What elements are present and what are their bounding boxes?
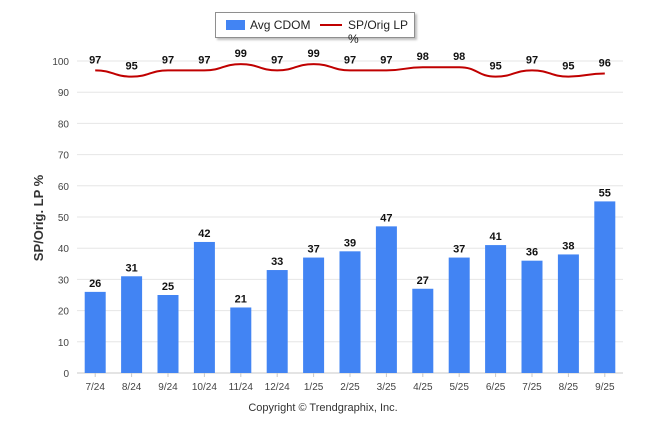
x-tick-label: 8/24 (122, 382, 142, 393)
line-path (95, 63, 605, 78)
x-tick-label: 4/25 (413, 382, 433, 393)
y-tick-label: 70 (58, 151, 70, 162)
y-tick-label: 0 (63, 369, 69, 380)
line-data-label: 95 (489, 61, 501, 73)
x-tick-label: 6/25 (486, 382, 506, 393)
bar-data-label: 38 (562, 240, 574, 252)
bar-series (84, 201, 616, 373)
bar (121, 276, 143, 373)
line-data-label: 98 (453, 51, 465, 63)
line-data-label: 97 (162, 54, 174, 66)
bar (485, 245, 507, 373)
x-tick-label: 8/25 (559, 382, 579, 393)
bar (157, 295, 179, 373)
bar (448, 257, 470, 373)
x-tick-label: 5/25 (449, 382, 469, 393)
line-data-label: 96 (599, 57, 611, 69)
bar-data-labels: 26 31 25 42 21 33 37 39 47 27 37 41 36 38 55 (89, 187, 611, 305)
line-data-label: 97 (380, 54, 392, 66)
bar (193, 241, 215, 373)
bar (266, 270, 288, 373)
copyright-footer: Copyright © Trendgraphix, Inc. (248, 402, 398, 414)
x-tick-label: 9/24 (158, 382, 178, 393)
x-tick-label: 10/24 (192, 382, 217, 393)
legend-bar-label: Avg CDOM (250, 18, 311, 32)
line-data-label: 97 (344, 54, 356, 66)
bar-data-label: 37 (453, 244, 465, 256)
line-series (95, 63, 605, 78)
bar (557, 254, 579, 373)
line-data-label: 99 (235, 48, 247, 60)
line-data-label: 99 (307, 48, 319, 60)
bar (521, 260, 543, 373)
x-tick-label: 1/25 (304, 382, 324, 393)
bar (230, 307, 252, 373)
y-axis-ticks: 0 10 20 30 40 50 60 70 80 90 100 (52, 57, 69, 380)
line-data-label: 95 (125, 61, 137, 73)
x-tick-label: 3/25 (377, 382, 397, 393)
line-data-label: 97 (198, 54, 210, 66)
bar-data-label: 42 (198, 228, 210, 240)
x-tick-label: 11/24 (229, 382, 254, 393)
y-tick-label: 90 (58, 88, 70, 99)
bar (412, 288, 434, 373)
x-tick-label: 2/25 (340, 382, 360, 393)
line-data-labels: 97 95 97 97 99 97 99 97 97 98 98 95 97 95 96 (89, 48, 611, 72)
y-tick-label: 80 (58, 119, 70, 130)
line-data-label: 98 (417, 51, 429, 63)
bar (339, 251, 361, 373)
bar-data-label: 41 (489, 231, 501, 243)
bar-data-label: 55 (599, 187, 611, 199)
legend-line-swatch (320, 24, 342, 26)
bar (594, 201, 616, 373)
bar-data-label: 47 (380, 212, 392, 224)
y-tick-label: 10 (58, 338, 70, 349)
line-data-label: 97 (89, 54, 101, 66)
bar-data-label: 21 (235, 293, 247, 305)
line-data-label: 95 (562, 61, 574, 73)
bar-data-label: 39 (344, 237, 356, 249)
y-tick-label: 20 (58, 307, 70, 318)
y-tick-label: 50 (58, 213, 70, 224)
x-tick-label: 7/25 (522, 382, 542, 393)
bar (84, 291, 106, 373)
bar-data-label: 27 (417, 275, 429, 287)
x-tick-label: 12/24 (265, 382, 290, 393)
y-tick-label: 100 (52, 57, 69, 68)
bar (375, 226, 397, 373)
bar-data-label: 36 (526, 247, 538, 259)
bar-data-label: 31 (125, 262, 137, 274)
bar-data-label: 37 (307, 244, 319, 256)
y-axis-label: SP/Orig. LP % (31, 174, 46, 261)
y-tick-label: 40 (58, 244, 70, 255)
bar-data-label: 26 (89, 278, 101, 290)
bar-data-label: 25 (162, 281, 174, 293)
line-data-label: 97 (271, 54, 283, 66)
legend: Avg CDOM SP/Orig LP % (215, 12, 415, 46)
legend-line-label: SP/Orig LP % (348, 18, 408, 46)
bar (303, 257, 325, 373)
x-tick-label: 7/24 (85, 382, 105, 393)
y-tick-label: 30 (58, 275, 70, 286)
legend-bar-swatch (226, 20, 245, 30)
x-axis-ticks: 7/24 8/24 9/24 10/24 11/24 12/24 1/25 2/25 3/25 4… (85, 373, 615, 393)
bar-data-label: 33 (271, 256, 283, 268)
line-data-label: 97 (526, 54, 538, 66)
x-tick-label: 9/25 (595, 382, 615, 393)
y-tick-label: 60 (58, 182, 70, 193)
